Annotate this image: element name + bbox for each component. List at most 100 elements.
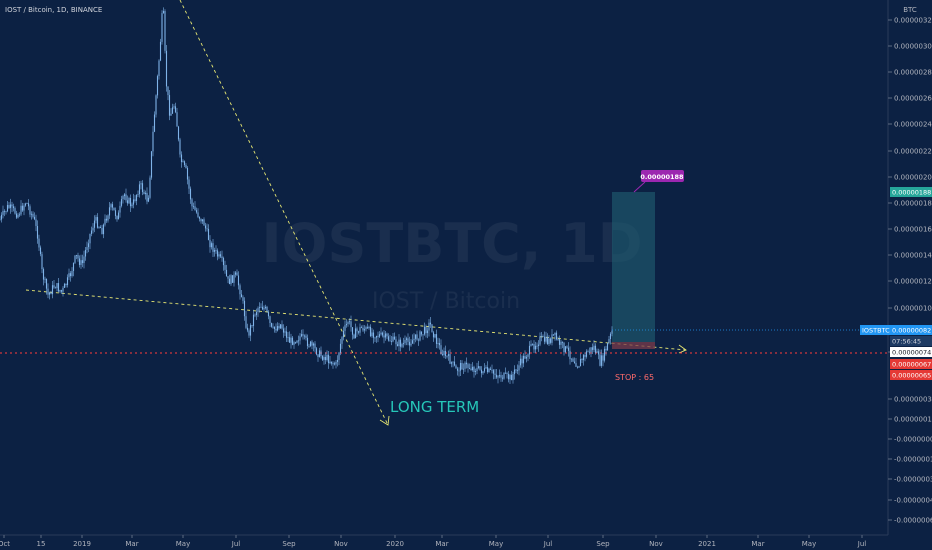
candle-body	[266, 306, 268, 312]
candle-body	[41, 254, 43, 270]
candle-body	[108, 207, 111, 216]
candle-body	[195, 210, 198, 213]
candle-body	[560, 341, 562, 345]
candle-body	[305, 335, 307, 338]
candle-body	[341, 337, 343, 344]
candle-body	[93, 220, 96, 228]
candle-body	[177, 126, 180, 140]
candle-body	[188, 179, 190, 189]
candle-body	[183, 161, 186, 166]
candle-body	[11, 204, 13, 207]
candle-body	[543, 336, 546, 342]
candle-body	[330, 361, 333, 364]
y-tick-label: 0.00000015	[894, 416, 932, 424]
candle-body	[129, 198, 132, 207]
long-position-stop-zone[interactable]	[612, 342, 655, 349]
candle-body	[575, 363, 577, 367]
target-callout-tag[interactable]	[641, 170, 684, 182]
candle-body	[147, 197, 150, 202]
candle-body	[602, 355, 604, 361]
candle-body	[111, 204, 114, 208]
candle-body	[26, 203, 28, 205]
candle-body	[158, 60, 160, 77]
candle-body	[410, 343, 412, 346]
candle-body	[368, 326, 370, 329]
candle-body	[276, 326, 279, 331]
candle-body	[69, 273, 72, 277]
x-tick-label: May	[176, 540, 190, 548]
candle-body	[593, 345, 595, 350]
candle-body	[299, 336, 301, 341]
candle-body	[611, 330, 613, 334]
candle-body	[542, 336, 544, 337]
candle-body	[318, 350, 321, 357]
candle-body	[572, 358, 574, 362]
candle-body	[474, 371, 477, 372]
candle-body	[77, 254, 79, 259]
candle-body	[438, 343, 441, 346]
candle-body	[95, 217, 97, 221]
candle-body	[185, 165, 187, 169]
candle-body	[335, 361, 337, 365]
candle-body	[393, 336, 396, 340]
candle-body	[36, 225, 39, 239]
candle-body	[501, 377, 504, 379]
candle-body	[338, 352, 340, 360]
candle-body	[303, 335, 306, 337]
candle-body	[203, 219, 205, 226]
candle-body	[282, 328, 285, 333]
candle-body	[537, 344, 540, 346]
candle-body	[569, 350, 571, 360]
candle-body	[510, 374, 513, 381]
level-c-tag-text: 0.00000065	[892, 372, 931, 380]
candle-body	[545, 336, 547, 342]
candle-body	[444, 350, 447, 357]
long-position-target-zone[interactable]	[612, 192, 655, 342]
candle-body	[119, 205, 121, 213]
candle-body	[488, 368, 490, 373]
candle-body	[89, 233, 91, 244]
candle-body	[239, 285, 241, 295]
candle-body	[153, 114, 156, 132]
candle-body	[365, 327, 367, 330]
candle-body	[519, 358, 522, 366]
candle-body	[407, 338, 409, 342]
candle-body	[561, 341, 564, 343]
candle-body	[354, 328, 357, 339]
support-trendline[interactable]	[25, 289, 687, 351]
candle-body	[9, 204, 12, 208]
candle-body	[482, 371, 484, 374]
long-term-trendline[interactable]	[179, 0, 389, 426]
candle-body	[293, 342, 295, 345]
candle-body	[222, 258, 225, 266]
candle-body	[24, 203, 27, 206]
candle-body	[281, 324, 283, 329]
target-price-tag-text: 0.00000188	[892, 189, 931, 197]
candle-body	[479, 366, 481, 370]
candle-body	[45, 278, 48, 289]
candle-body	[429, 322, 432, 325]
symbol-header[interactable]: IOST / Bitcoin, 1D, BINANCE	[5, 6, 102, 14]
candle-body	[35, 219, 37, 226]
candle-body	[138, 184, 141, 195]
candle-body	[117, 212, 120, 220]
time-axis[interactable]: Oct 15 2019 Mar May Jul Sep Nov 2020 Mar May Jul Sep…	[0, 535, 866, 548]
x-tick-label: May	[802, 540, 816, 548]
candle-body	[59, 290, 61, 292]
candle-body	[387, 336, 390, 341]
candle-body	[399, 339, 402, 347]
candle-body	[38, 238, 40, 248]
candle-body	[477, 366, 480, 368]
candle-body	[408, 341, 411, 346]
candle-body	[554, 332, 556, 335]
candle-body	[132, 199, 135, 205]
candle-body	[29, 206, 31, 215]
candle-body	[557, 339, 559, 340]
candle-body	[386, 333, 388, 337]
candle-body	[582, 355, 585, 361]
